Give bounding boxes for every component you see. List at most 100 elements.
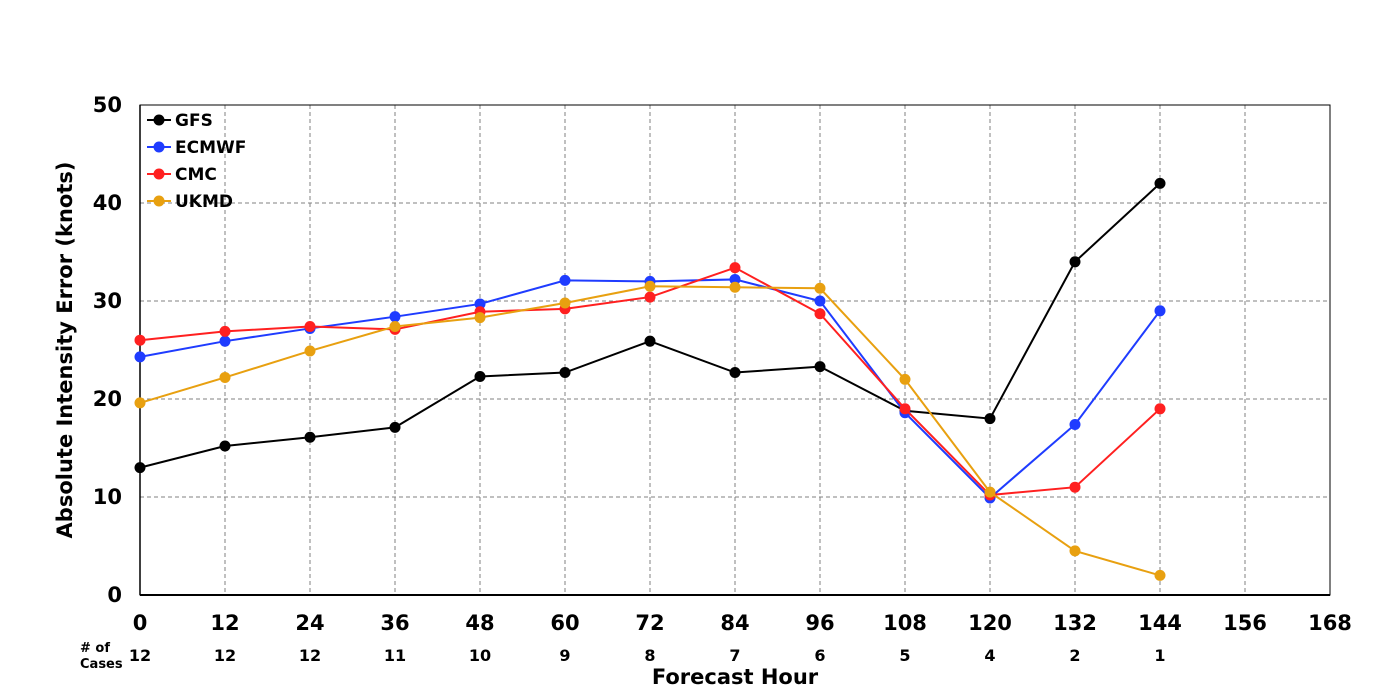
data-point: [559, 367, 571, 379]
data-point: [644, 280, 656, 292]
y-tick-label: 30: [93, 289, 122, 313]
legend-item-gfs: GFS: [147, 111, 213, 131]
data-point: [474, 298, 486, 310]
x-tick-label: 168: [1308, 611, 1352, 635]
legend-swatch-marker: [153, 141, 165, 153]
data-point: [134, 397, 146, 409]
legend-item-cmc: CMC: [147, 165, 217, 185]
data-point: [1069, 256, 1081, 268]
data-point: [219, 440, 231, 452]
data-point: [304, 431, 316, 443]
legend: GFS ECMWF CMC UKMD: [147, 111, 246, 212]
x-tick-label: 0: [133, 611, 148, 635]
data-point: [644, 291, 656, 303]
tick-labels: 0 12 24 36 48 60 72 84 96 108 120 132 144 156 168 0 10 20…: [93, 93, 1352, 635]
legend-swatch-marker: [153, 114, 165, 126]
case-counts: # of Cases 12 12 12 11 10 9 8 7 6 5 4 2 1: [80, 641, 1166, 672]
data-point: [304, 320, 316, 332]
cases-label-line2: Cases: [80, 657, 123, 672]
data-point: [134, 351, 146, 363]
x-tick-label: 156: [1223, 611, 1267, 635]
case-count: 12: [299, 646, 321, 665]
legend-swatch-marker: [153, 195, 165, 207]
legend-swatch-marker: [153, 168, 165, 180]
y-tick-label: 20: [93, 387, 122, 411]
legend-label: ECMWF: [175, 138, 246, 158]
data-point: [729, 262, 741, 274]
case-count: 2: [1069, 646, 1080, 665]
data-point: [814, 295, 826, 307]
x-tick-label: 72: [635, 611, 664, 635]
data-point: [219, 335, 231, 347]
legend-label: CMC: [175, 165, 217, 185]
data-point: [474, 312, 486, 324]
case-count: 9: [559, 646, 570, 665]
case-count: 7: [729, 646, 740, 665]
case-count: 1: [1154, 646, 1165, 665]
y-tick-label: 50: [93, 93, 122, 117]
series-lines: [134, 177, 1166, 581]
data-point: [559, 274, 571, 286]
legend-label: GFS: [175, 111, 213, 131]
data-point: [134, 462, 146, 474]
data-point: [814, 308, 826, 320]
x-tick-label: 108: [883, 611, 927, 635]
data-point: [474, 370, 486, 382]
data-point: [1069, 545, 1081, 557]
data-point: [219, 325, 231, 337]
x-tick-label: 12: [210, 611, 239, 635]
case-count: 10: [469, 646, 491, 665]
data-point: [899, 403, 911, 415]
cases-label-line1: # of: [80, 641, 110, 656]
x-tick-label: 60: [550, 611, 579, 635]
x-tick-label: 24: [295, 611, 324, 635]
y-tick-label: 0: [107, 583, 122, 607]
data-point: [1154, 305, 1166, 317]
data-point: [389, 421, 401, 433]
data-point: [984, 413, 996, 425]
data-point: [814, 361, 826, 373]
data-point: [899, 373, 911, 385]
case-count: 12: [214, 646, 236, 665]
x-tick-label: 36: [380, 611, 409, 635]
data-point: [389, 311, 401, 323]
x-tick-label: 132: [1053, 611, 1097, 635]
data-point: [389, 320, 401, 332]
legend-label: UKMD: [175, 192, 233, 212]
data-point: [219, 371, 231, 383]
data-point: [984, 486, 996, 498]
legend-item-ecmwf: ECMWF: [147, 138, 246, 158]
data-point: [729, 273, 741, 285]
data-point: [134, 334, 146, 346]
y-tick-label: 10: [93, 485, 122, 509]
x-tick-label: 144: [1138, 611, 1182, 635]
x-tick-label: 84: [720, 611, 749, 635]
x-tick-label: 96: [805, 611, 834, 635]
series-gfs: [134, 177, 1166, 474]
data-point: [304, 345, 316, 357]
data-point: [644, 335, 656, 347]
data-point: [1069, 481, 1081, 493]
data-point: [814, 282, 826, 294]
case-count: 6: [814, 646, 825, 665]
data-point: [1069, 418, 1081, 430]
y-tick-label: 40: [93, 191, 122, 215]
x-tick-label: 48: [465, 611, 494, 635]
data-point: [559, 297, 571, 309]
data-point: [1154, 403, 1166, 415]
x-tick-label: 120: [968, 611, 1012, 635]
y-axis-title: Absolute Intensity Error (knots): [53, 162, 77, 539]
legend-item-ukmd: UKMD: [147, 192, 233, 212]
data-point: [1154, 177, 1166, 189]
case-count: 5: [899, 646, 910, 665]
grid-lines: [140, 105, 1330, 595]
series-ukmd: [134, 280, 1166, 581]
data-point: [729, 281, 741, 293]
x-axis-title: Forecast Hour: [652, 665, 819, 689]
case-count: 4: [984, 646, 995, 665]
data-point: [1154, 569, 1166, 581]
axes: [139, 105, 1330, 596]
case-count: 8: [644, 646, 655, 665]
case-count: 11: [384, 646, 406, 665]
